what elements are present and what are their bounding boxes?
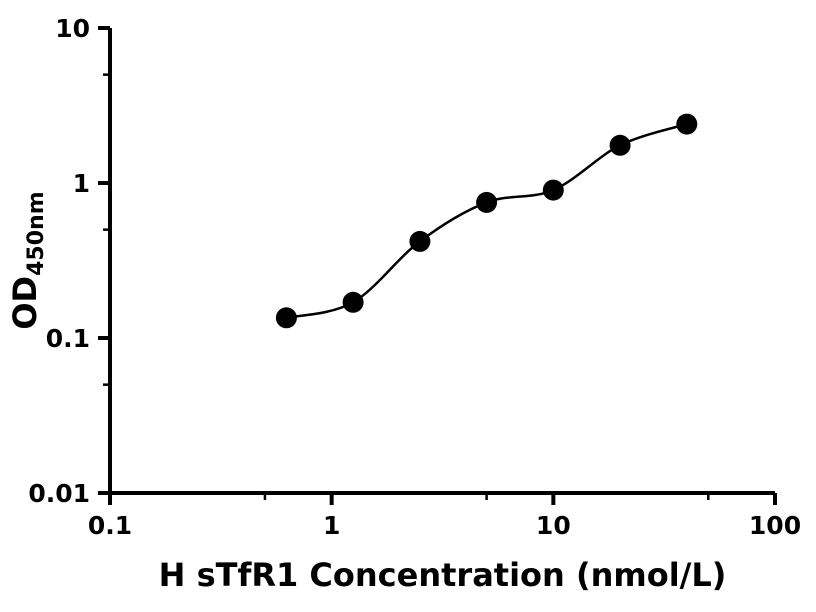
axes-frame <box>108 28 775 495</box>
data-point <box>609 134 631 156</box>
x-tick-label: 1 <box>323 511 340 540</box>
y-axis-title-main: OD <box>6 276 44 330</box>
y-axis-title-subscript: 450nm <box>24 191 49 276</box>
data-point <box>676 113 698 135</box>
y-tick-label: 1 <box>73 169 90 198</box>
x-axis: 0.1 1 10 100 <box>88 493 801 540</box>
x-tick-label: 10 <box>536 511 571 540</box>
x-axis-title: H sTfR1 Concentration (nmol/L) <box>159 556 727 594</box>
x-tick-label: 0.1 <box>88 511 132 540</box>
y-tick-label: 0.01 <box>28 479 90 508</box>
x-tick-label: 100 <box>749 511 801 540</box>
data-points <box>275 113 698 329</box>
y-axis: 0.01 0.1 1 10 <box>28 14 110 508</box>
data-point <box>476 191 498 213</box>
y-tick-label: 10 <box>55 14 90 43</box>
data-point <box>542 179 564 201</box>
data-point <box>342 291 364 313</box>
y-tick-label: 0.1 <box>46 324 90 353</box>
data-point <box>275 307 297 329</box>
y-axis-title: OD450nm <box>6 191 49 329</box>
data-point <box>409 230 431 252</box>
